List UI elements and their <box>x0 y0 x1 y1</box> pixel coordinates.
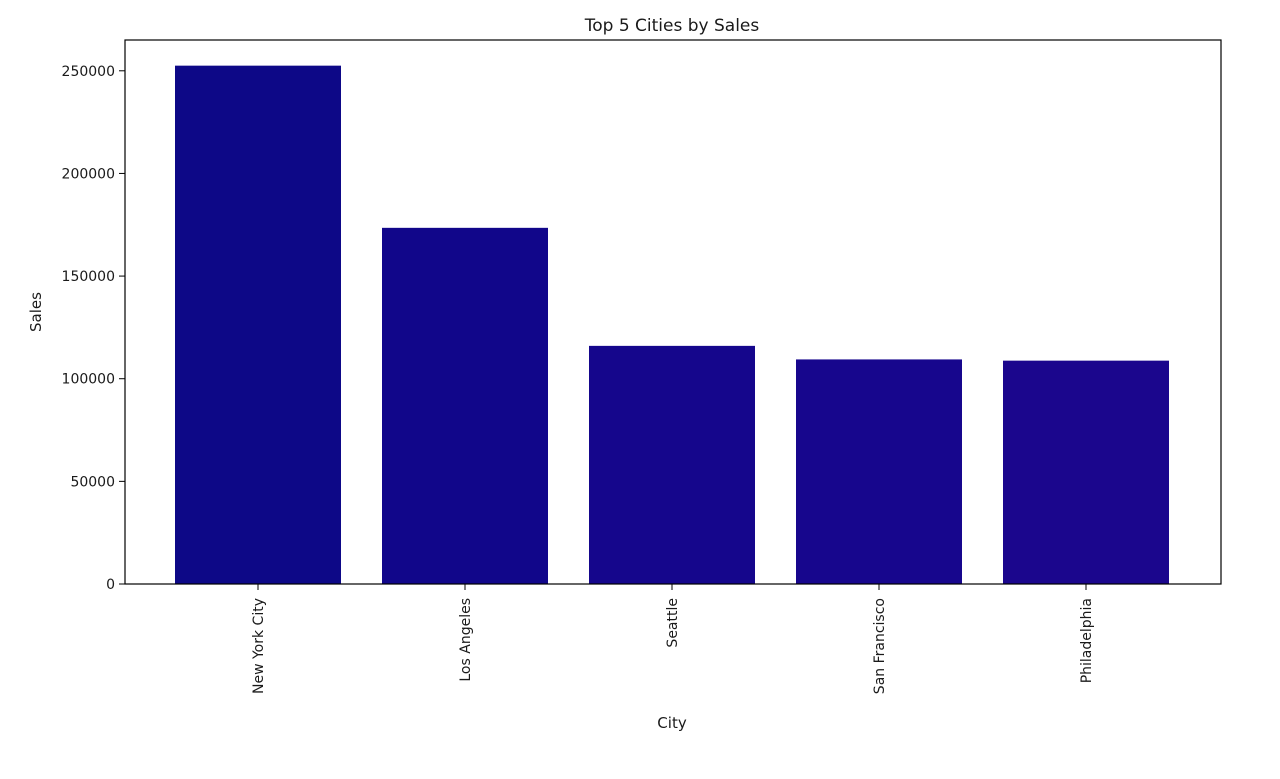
bar <box>1003 360 1169 584</box>
y-tick-label: 0 <box>106 577 115 593</box>
x-tick-label: Seattle <box>665 598 681 648</box>
y-tick-label: 100000 <box>62 372 115 388</box>
x-axis-label: City <box>657 714 687 732</box>
y-axis: 0 50000 100000 150000 200000 250000 <box>62 64 125 593</box>
x-axis: New York City Los Angeles Seattle San Franc… <box>251 584 1095 694</box>
bar <box>796 359 962 584</box>
y-tick-label: 150000 <box>62 269 115 285</box>
chart-title: Top 5 Cities by Sales <box>584 16 760 36</box>
bar <box>589 345 755 584</box>
bars-group <box>175 65 1169 584</box>
y-tick-label: 250000 <box>62 64 115 80</box>
plot-frame <box>124 39 1222 585</box>
x-tick-label: Los Angeles <box>458 598 474 682</box>
y-axis-label: Sales <box>27 292 45 332</box>
bar <box>175 65 341 584</box>
x-tick-label: Philadelphia <box>1079 598 1095 683</box>
y-tick-label: 200000 <box>62 166 115 182</box>
y-tick-label: 50000 <box>70 474 115 490</box>
x-tick-label: San Francisco <box>872 598 888 694</box>
bar <box>382 227 548 584</box>
x-tick-label: New York City <box>251 598 267 694</box>
